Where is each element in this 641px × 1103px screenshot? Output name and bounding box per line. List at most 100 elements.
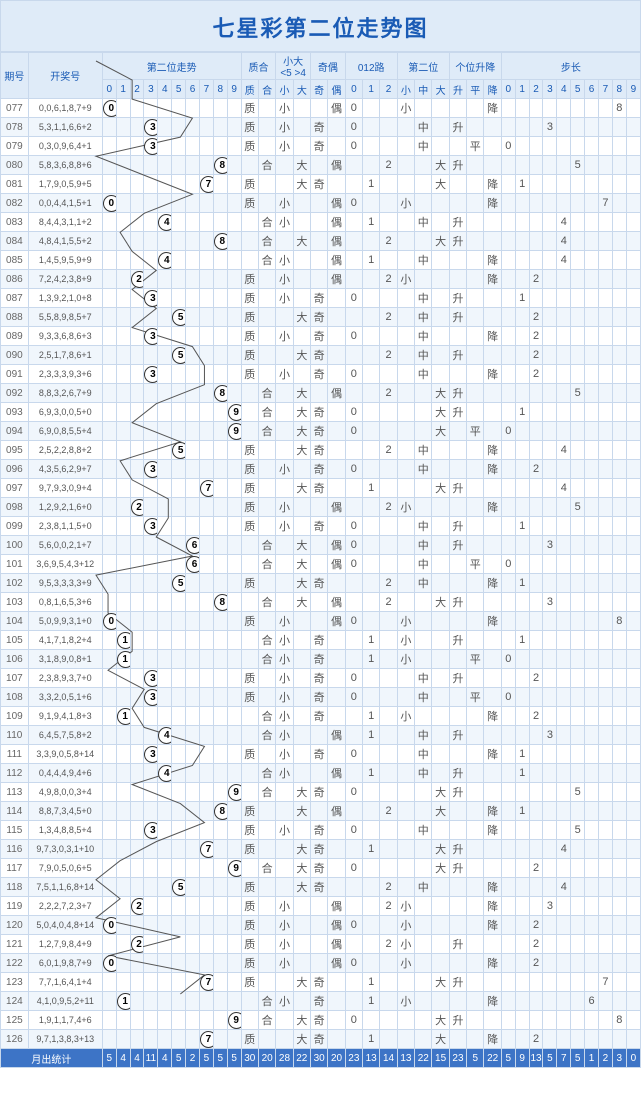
step-cell: [585, 574, 599, 593]
issue-cell: 080: [1, 156, 29, 175]
da-cell: 大: [293, 175, 310, 194]
xzd-cell: [415, 232, 432, 251]
table-row: 0867,2,4,2,3,8+92质小偶2小降2: [1, 270, 641, 289]
xzd-cell: [432, 821, 449, 840]
xiao-cell: 小: [276, 992, 293, 1011]
xiao-cell: [276, 593, 293, 612]
xzd-cell: [397, 555, 414, 574]
step-cell: [557, 99, 571, 118]
he-cell: 合: [258, 783, 275, 802]
step-cell: [501, 460, 515, 479]
pos-empty: [116, 745, 130, 764]
pos-empty: [144, 764, 158, 783]
pos-empty: [144, 612, 158, 631]
ji-cell: [310, 251, 327, 270]
l012-cell: [363, 612, 380, 631]
step-cell: [612, 175, 626, 194]
xzd-cell: [397, 384, 414, 403]
zhi-cell: 质: [241, 175, 258, 194]
xzd-cell: 中: [415, 536, 432, 555]
step-cell: [598, 878, 612, 897]
step-cell: [529, 631, 543, 650]
step-cell: [626, 99, 640, 118]
step-cell: [529, 479, 543, 498]
ji-cell: [310, 498, 327, 517]
xiao-cell: [276, 346, 293, 365]
pos-ball-cell: 5: [172, 574, 186, 593]
ji-cell: 奇: [310, 118, 327, 137]
da-cell: [293, 118, 310, 137]
ji-cell: 奇: [310, 688, 327, 707]
l012-cell: [363, 422, 380, 441]
table-row: 0844,8,4,1,5,5+28合大偶2大升4: [1, 232, 641, 251]
da-cell: [293, 327, 310, 346]
step-cell: [515, 270, 529, 289]
ou-cell: 偶: [328, 156, 345, 175]
step-cell: [501, 536, 515, 555]
step-cell: 6: [585, 992, 599, 1011]
xzd-cell: [415, 498, 432, 517]
xiao-cell: 小: [276, 707, 293, 726]
step-cell: [626, 916, 640, 935]
xiao-cell: 小: [276, 365, 293, 384]
pos-empty: [199, 574, 213, 593]
pos-ball-cell: 2: [130, 498, 144, 517]
xiao-cell: [276, 574, 293, 593]
step-cell: [626, 897, 640, 916]
l012-cell: [363, 232, 380, 251]
xiao-cell: [276, 156, 293, 175]
pos-empty: [102, 441, 116, 460]
he-cell: 合: [258, 1011, 275, 1030]
pos-empty: [172, 99, 186, 118]
step-cell: [501, 859, 515, 878]
xzd-cell: [397, 745, 414, 764]
he-cell: 合: [258, 156, 275, 175]
footer-val: 13: [363, 1049, 380, 1068]
step-cell: [598, 555, 612, 574]
sjp-cell: 降: [484, 460, 501, 479]
step-cell: [557, 802, 571, 821]
he-cell: [258, 1030, 275, 1049]
pos-empty: [186, 726, 200, 745]
pos-empty: [172, 251, 186, 270]
step-cell: [529, 99, 543, 118]
pos-empty: [158, 232, 172, 251]
l012-cell: 0: [345, 365, 362, 384]
pos-ball-cell: 0: [102, 194, 116, 213]
da-cell: [293, 631, 310, 650]
xiao-cell: 小: [276, 99, 293, 118]
step-cell: [501, 270, 515, 289]
pos-empty: [116, 289, 130, 308]
zhi-cell: 质: [241, 669, 258, 688]
ji-cell: 奇: [310, 479, 327, 498]
da-cell: [293, 289, 310, 308]
step-cell: 2: [529, 859, 543, 878]
header-group: 期号: [1, 53, 29, 99]
pos-empty: [227, 935, 241, 954]
pos-empty: [158, 479, 172, 498]
l012-cell: [345, 707, 362, 726]
step-cell: 2: [529, 935, 543, 954]
zhi-cell: 质: [241, 289, 258, 308]
xzd-cell: [432, 935, 449, 954]
l012-cell: [380, 99, 397, 118]
ji-cell: 奇: [310, 289, 327, 308]
issue-cell: 100: [1, 536, 29, 555]
pos-empty: [213, 764, 227, 783]
xzd-cell: [415, 384, 432, 403]
ou-cell: 偶: [328, 916, 345, 935]
sjp-cell: [467, 479, 484, 498]
step-cell: 7: [598, 194, 612, 213]
step-cell: [598, 232, 612, 251]
pos-empty: [213, 707, 227, 726]
xzd-cell: [397, 422, 414, 441]
xzd-cell: [432, 213, 449, 232]
ou-cell: [328, 441, 345, 460]
pos-empty: [227, 612, 241, 631]
step-cell: [557, 384, 571, 403]
step-cell: [571, 289, 585, 308]
sjp-cell: [467, 251, 484, 270]
step-cell: [612, 593, 626, 612]
step-cell: [557, 346, 571, 365]
pos-empty: [102, 726, 116, 745]
